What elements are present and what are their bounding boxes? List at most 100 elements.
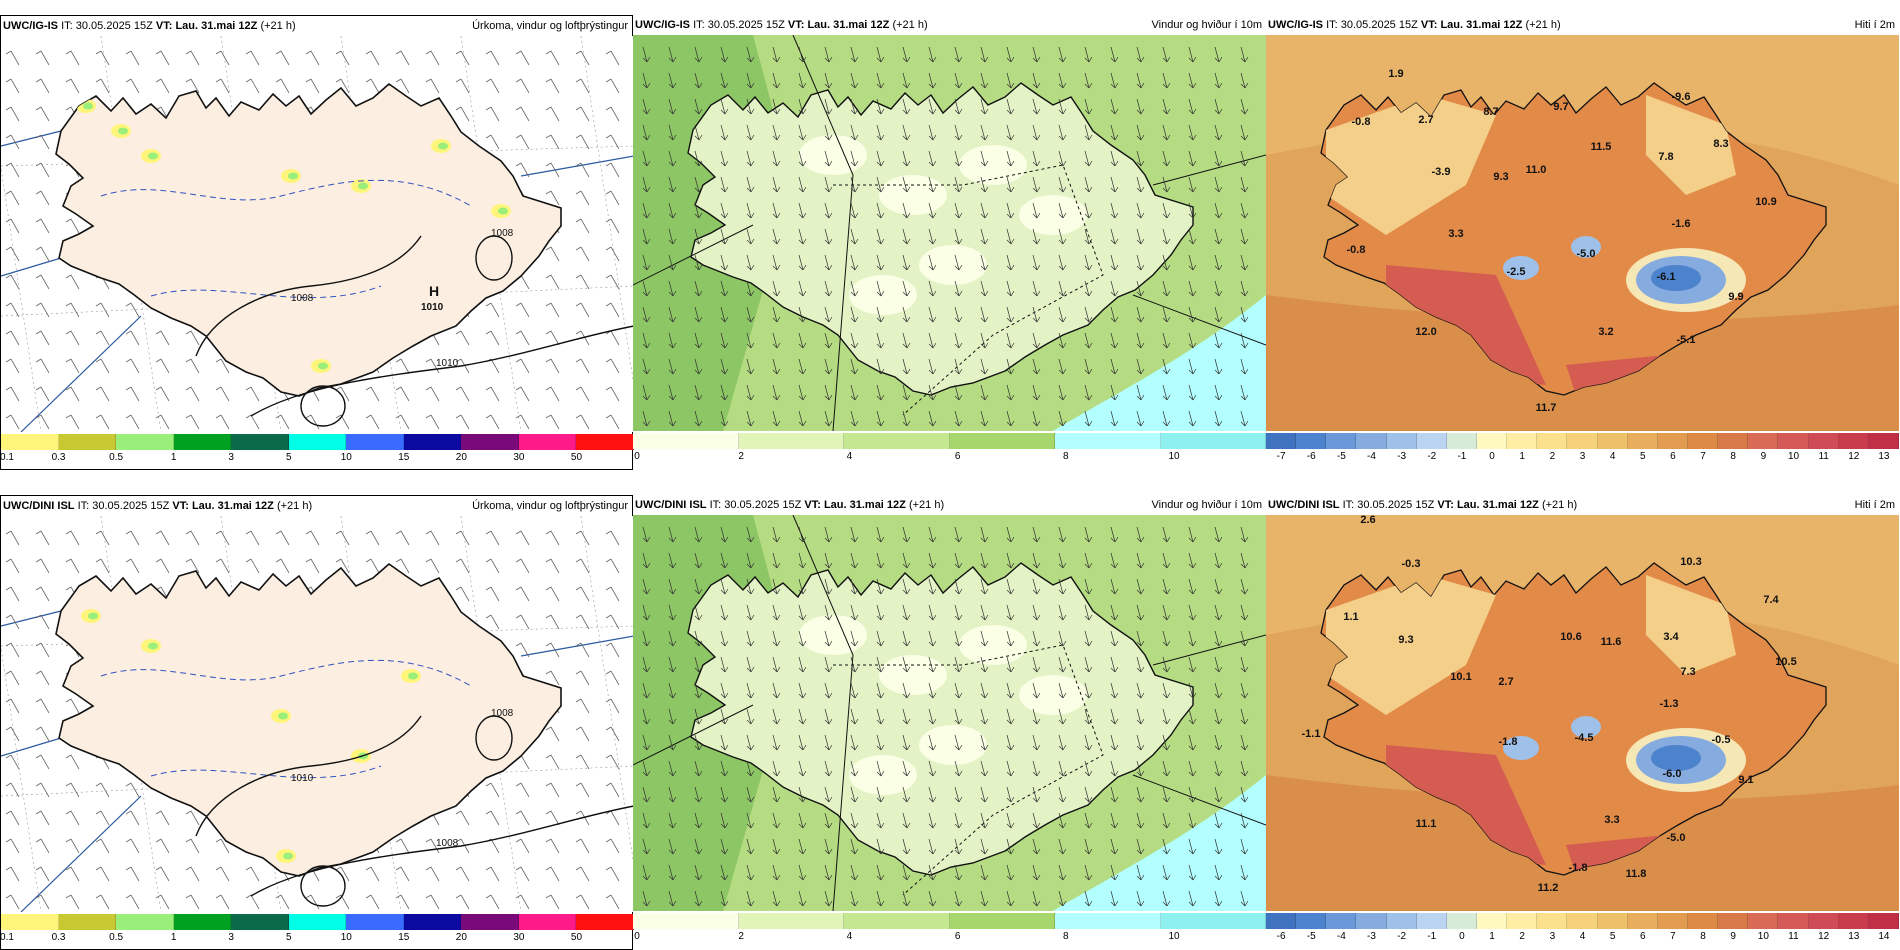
- temperature-label: 7.8: [1658, 151, 1673, 163]
- wind-barb: [605, 558, 620, 574]
- wind-arrow: [928, 604, 937, 621]
- wind-barb: [605, 386, 620, 402]
- legend-tick-label: 0.3: [51, 932, 66, 943]
- calm-patch: [919, 245, 987, 285]
- wind-arrow: [668, 630, 677, 647]
- wind-arrow: [798, 734, 807, 751]
- wind-arrow: [746, 838, 755, 855]
- wind-barb: [95, 414, 110, 430]
- wind-arrow: [1162, 760, 1171, 777]
- wind-arrow: [1110, 228, 1119, 245]
- legend-swatch: [403, 434, 462, 450]
- wind-barb: [365, 50, 380, 66]
- wind-arrow: [850, 838, 859, 855]
- wind-arrow: [1084, 202, 1093, 219]
- legend-swatch: [738, 433, 844, 449]
- wind-arrow: [642, 734, 651, 751]
- wind-barb: [5, 726, 20, 742]
- wind-arrow: [902, 604, 911, 621]
- wind-arrow: [642, 384, 651, 401]
- wind-arrow: [694, 734, 703, 751]
- wind-barb: [545, 558, 560, 574]
- wind-arrow: [1058, 578, 1067, 595]
- wind-arrow: [1110, 656, 1119, 673]
- wind-arrow: [1110, 124, 1119, 141]
- legend-swatch: [1868, 433, 1899, 449]
- wind-arrow: [772, 864, 781, 881]
- wind-arrow: [1240, 280, 1249, 297]
- wind-barb: [155, 78, 170, 94]
- wind-barb: [125, 414, 140, 430]
- temperature-label: 3.2: [1598, 326, 1613, 338]
- wind-arrow: [1214, 280, 1223, 297]
- isobar-label: 1008: [291, 293, 314, 304]
- wind-arrow: [1006, 812, 1015, 829]
- legend-tick-label: 2: [738, 931, 744, 942]
- wind-arrow: [1110, 358, 1119, 375]
- wind-arrow: [850, 176, 859, 193]
- wind-arrow: [1084, 552, 1093, 569]
- wind-barb: [215, 78, 230, 94]
- boundary-line: [20, 315, 142, 432]
- wind-arrow: [1240, 228, 1249, 245]
- wind-arrow: [902, 734, 911, 751]
- wind-barb: [335, 414, 350, 430]
- wind-arrow: [798, 150, 807, 167]
- wind-arrow: [1162, 630, 1171, 647]
- wind-arrow: [1162, 682, 1171, 699]
- wind-arrow: [1188, 630, 1197, 647]
- wind-barb: [545, 838, 560, 854]
- legend-swatch: [1537, 913, 1568, 929]
- wind-barb: [605, 274, 620, 290]
- wind-arrow: [902, 682, 911, 699]
- wind-barb: [155, 866, 170, 882]
- wind-arrow: [1136, 280, 1145, 297]
- calm-patch: [1019, 195, 1087, 235]
- wind-barb: [545, 642, 560, 658]
- wind-arrow: [720, 98, 729, 115]
- wind-barb: [575, 302, 590, 318]
- legend-tick-label: 7: [1670, 931, 1676, 942]
- wind-arrow: [980, 604, 989, 621]
- wind-arrow: [1110, 734, 1119, 751]
- wind-arrow: [980, 98, 989, 115]
- wind-barb: [35, 246, 50, 262]
- wind-arrow: [720, 202, 729, 219]
- wind-arrow: [1058, 150, 1067, 167]
- wind-arrow: [694, 682, 703, 699]
- wind-barb: [455, 386, 470, 402]
- wind-arrow: [1058, 734, 1067, 751]
- legend-swatch: [1567, 913, 1598, 929]
- wind-barb: [605, 726, 620, 742]
- wind-barb: [35, 642, 50, 658]
- wind-barb: [35, 358, 50, 374]
- wind-arrow: [954, 838, 963, 855]
- legend-swatch: [1356, 913, 1387, 929]
- wind-arrow: [1162, 838, 1171, 855]
- legend-swatch: [1567, 433, 1598, 449]
- precip-patch: [88, 612, 98, 620]
- wind-arrow: [1110, 864, 1119, 881]
- legend-tick-label: -1: [1457, 451, 1467, 462]
- wind-arrow: [668, 202, 677, 219]
- wind-arrow: [720, 150, 729, 167]
- legend-tick-label: 9: [1730, 931, 1736, 942]
- wind-barb: [125, 530, 140, 546]
- wind-barb: [515, 386, 530, 402]
- wind-barb: [485, 894, 500, 910]
- wind-arrow: [1032, 176, 1041, 193]
- wind-arrow: [1136, 838, 1145, 855]
- gust-area: [1053, 295, 1266, 431]
- wind-barb: [95, 386, 110, 402]
- wind-barb: [515, 330, 530, 346]
- legend-swatch: [1446, 913, 1477, 929]
- temp-zone-cool: [1646, 95, 1736, 195]
- wind-arrow: [798, 202, 807, 219]
- temp-zone-cool: [1326, 575, 1496, 715]
- wind-barb: [95, 302, 110, 318]
- wind-arrow: [694, 578, 703, 595]
- wind-barb: [215, 358, 230, 374]
- legend-swatch: [346, 434, 404, 450]
- color-legend: [633, 913, 1266, 929]
- wind-arrow: [850, 864, 859, 881]
